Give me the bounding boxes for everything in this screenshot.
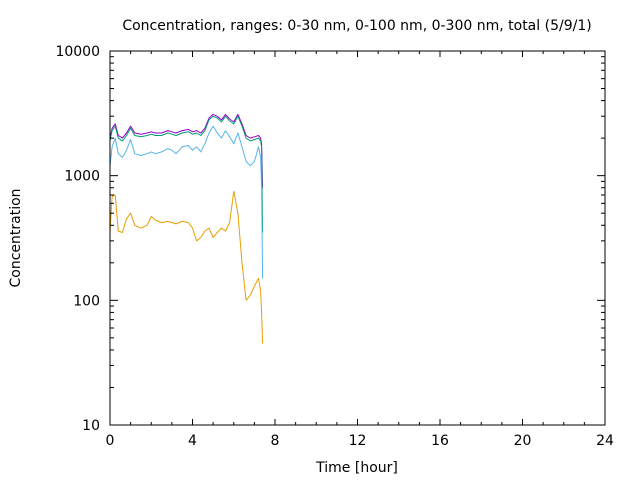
x-tick-label: 4: [188, 433, 197, 449]
plot-frame: [109, 50, 606, 426]
chart-title: Concentration, ranges: 0-30 nm, 0-100 nm…: [122, 18, 591, 34]
x-tick-label: 16: [431, 433, 449, 449]
series-line-series-0-30: [109, 190, 264, 344]
x-tick-label: 12: [349, 433, 367, 449]
y-tick-label: 1000: [64, 169, 100, 185]
y-tick-label: 100: [73, 293, 100, 309]
series-line-series-total: [109, 113, 264, 188]
x-tick-label: 0: [106, 433, 115, 449]
series-line-series-0-100: [109, 125, 264, 279]
y-axis: 10 100 1000 10000: [55, 44, 605, 434]
y-axis-label: Concentration: [8, 188, 24, 287]
y-tick-label: 10000: [55, 44, 100, 60]
x-tick-label: 20: [514, 433, 532, 449]
x-tick-label: 8: [271, 433, 280, 449]
x-axis-label: Time [hour]: [315, 460, 398, 476]
y-tick-label: 10: [82, 418, 100, 434]
series-line-series-0-300: [109, 115, 264, 233]
plot-lines: [109, 113, 264, 344]
x-tick-label: 24: [596, 433, 614, 449]
x-axis: 0 4 8 12 16 20 24: [106, 51, 614, 449]
